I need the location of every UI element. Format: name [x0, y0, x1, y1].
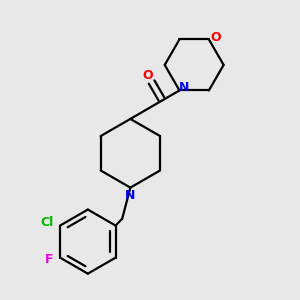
Text: Cl: Cl: [40, 217, 54, 230]
Text: F: F: [45, 253, 54, 266]
Text: O: O: [142, 69, 153, 82]
Text: N: N: [125, 189, 136, 202]
Text: N: N: [179, 81, 190, 94]
Text: O: O: [211, 31, 221, 44]
